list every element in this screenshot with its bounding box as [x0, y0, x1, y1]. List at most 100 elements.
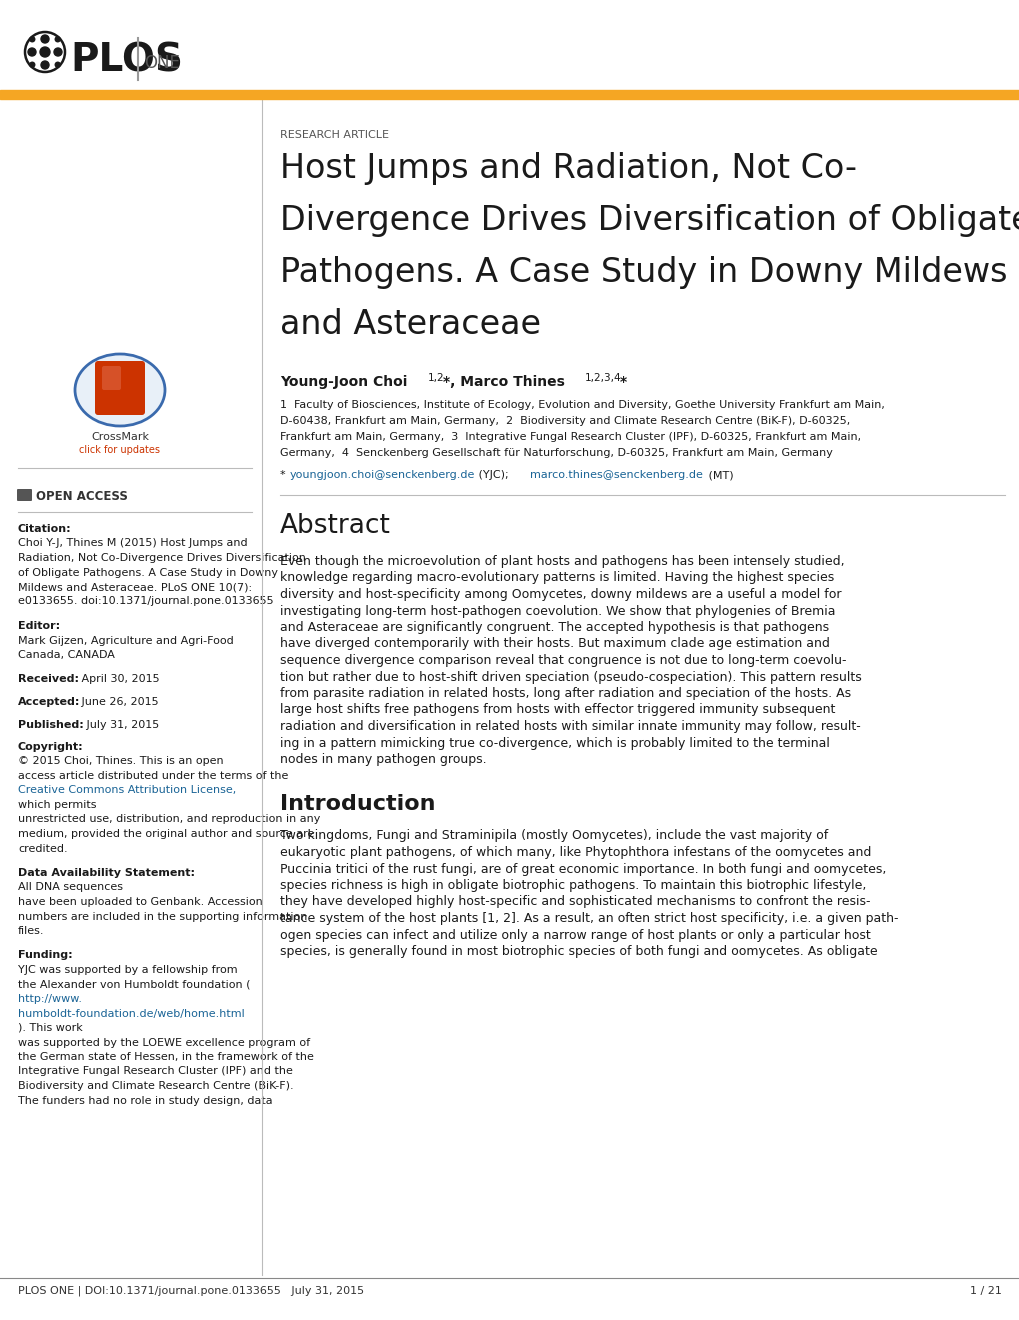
Text: ogen species can infect and utilize only a narrow range of host plants or only a: ogen species can infect and utilize only…	[280, 928, 870, 941]
Circle shape	[55, 37, 60, 42]
Text: 1,2,3,4: 1,2,3,4	[585, 374, 621, 383]
Text: Integrative Fungal Research Cluster (IPF) and the: Integrative Fungal Research Cluster (IPF…	[18, 1067, 292, 1077]
FancyBboxPatch shape	[102, 366, 121, 389]
Text: eukaryotic plant pathogens, of which many, like Phytophthora infestans of the oo: eukaryotic plant pathogens, of which man…	[280, 846, 870, 859]
Text: Divergence Drives Diversification of Obligate: Divergence Drives Diversification of Obl…	[280, 205, 1019, 238]
Text: Frankfurt am Main, Germany,  3  Integrative Fungal Research Cluster (IPF), D-603: Frankfurt am Main, Germany, 3 Integrativ…	[280, 432, 860, 442]
Text: Choi Y-J, Thines M (2015) Host Jumps and: Choi Y-J, Thines M (2015) Host Jumps and	[18, 539, 248, 549]
Text: Canada, CANADA: Canada, CANADA	[18, 649, 115, 660]
Text: unrestricted use, distribution, and reproduction in any: unrestricted use, distribution, and repr…	[18, 814, 320, 825]
Circle shape	[55, 62, 60, 67]
Bar	[0, 90, 1019, 99]
Text: D-60438, Frankfurt am Main, Germany,  2  Biodiversity and Climate Research Centr: D-60438, Frankfurt am Main, Germany, 2 B…	[280, 416, 850, 426]
Text: radiation and diversification in related hosts with similar innate immunity may : radiation and diversification in related…	[280, 719, 860, 733]
Text: numbers are included in the supporting information: numbers are included in the supporting i…	[18, 912, 307, 921]
Text: ONE: ONE	[144, 54, 179, 73]
Text: species, is generally found in most biotrophic species of both fungi and oomycet: species, is generally found in most biot…	[280, 945, 876, 958]
Text: Radiation, Not Co-Divergence Drives Diversification: Radiation, Not Co-Divergence Drives Dive…	[18, 553, 306, 564]
Text: files.: files.	[18, 927, 45, 936]
Circle shape	[28, 48, 36, 55]
Text: e0133655. doi:10.1371/journal.pone.0133655: e0133655. doi:10.1371/journal.pone.01336…	[18, 597, 273, 606]
Text: was supported by the LOEWE excellence program of: was supported by the LOEWE excellence pr…	[18, 1038, 310, 1048]
Text: *, Marco Thines: *, Marco Thines	[442, 375, 565, 389]
Text: (MT): (MT)	[704, 470, 733, 480]
Text: YJC was supported by a fellowship from: YJC was supported by a fellowship from	[18, 965, 237, 975]
Text: have been uploaded to Genbank. Accession: have been uploaded to Genbank. Accession	[18, 898, 263, 907]
Text: CrossMark: CrossMark	[91, 432, 149, 442]
Text: they have developed highly host-specific and sophisticated mechanisms to confron: they have developed highly host-specific…	[280, 895, 869, 908]
Text: tion but rather due to host-shift driven speciation (pseudo-cospeciation). This : tion but rather due to host-shift driven…	[280, 671, 861, 684]
Text: Published:: Published:	[18, 719, 84, 730]
Circle shape	[40, 48, 50, 57]
Text: nodes in many pathogen groups.: nodes in many pathogen groups.	[280, 752, 486, 766]
Text: Germany,  4  Senckenberg Gesellschaft für Naturforschung, D-60325, Frankfurt am : Germany, 4 Senckenberg Gesellschaft für …	[280, 447, 833, 458]
Text: Biodiversity and Climate Research Centre (BiK-F).: Biodiversity and Climate Research Centre…	[18, 1081, 293, 1092]
Circle shape	[30, 37, 35, 42]
Text: The funders had no role in study design, data: The funders had no role in study design,…	[18, 1096, 272, 1106]
Text: http://www.: http://www.	[18, 994, 82, 1005]
Text: 1  Faculty of Biosciences, Institute of Ecology, Evolution and Diversity, Goethe: 1 Faculty of Biosciences, Institute of E…	[280, 400, 884, 411]
Ellipse shape	[75, 354, 165, 426]
Text: Mildews and Asteraceae. PLoS ONE 10(7):: Mildews and Asteraceae. PLoS ONE 10(7):	[18, 582, 252, 591]
Text: Editor:: Editor:	[18, 620, 60, 631]
Text: Citation:: Citation:	[18, 524, 71, 535]
Circle shape	[41, 61, 49, 69]
Text: tance system of the host plants [1, 2]. As a result, an often strict host specif: tance system of the host plants [1, 2]. …	[280, 912, 898, 925]
Text: sequence divergence comparison reveal that congruence is not due to long-term co: sequence divergence comparison reveal th…	[280, 653, 846, 667]
Text: Received:: Received:	[18, 675, 78, 685]
Text: which permits: which permits	[18, 800, 97, 810]
Text: © 2015 Choi, Thines. This is an open: © 2015 Choi, Thines. This is an open	[18, 756, 223, 767]
Text: the Alexander von Humboldt foundation (: the Alexander von Humboldt foundation (	[18, 979, 251, 990]
Text: OPEN ACCESS: OPEN ACCESS	[36, 490, 127, 503]
Text: RESEARCH ARTICLE: RESEARCH ARTICLE	[280, 129, 388, 140]
Text: Abstract: Abstract	[280, 513, 390, 539]
Text: *: *	[280, 470, 288, 480]
Text: from parasite radiation in related hosts, long after radiation and speciation of: from parasite radiation in related hosts…	[280, 686, 850, 700]
Text: July 31, 2015: July 31, 2015	[83, 719, 159, 730]
FancyBboxPatch shape	[95, 360, 145, 414]
Text: PLOS ONE | DOI:10.1371/journal.pone.0133655   July 31, 2015: PLOS ONE | DOI:10.1371/journal.pone.0133…	[18, 1286, 364, 1296]
Circle shape	[54, 48, 62, 55]
Text: Accepted:: Accepted:	[18, 697, 81, 708]
Text: Pathogens. A Case Study in Downy Mildews: Pathogens. A Case Study in Downy Mildews	[280, 256, 1007, 289]
Text: Young-Joon Choi: Young-Joon Choi	[280, 375, 407, 389]
Text: investigating long-term host-pathogen coevolution. We show that phylogenies of B: investigating long-term host-pathogen co…	[280, 605, 835, 618]
Text: marco.thines@senckenberg.de: marco.thines@senckenberg.de	[530, 470, 702, 480]
Text: Mark Gijzen, Agriculture and Agri-Food: Mark Gijzen, Agriculture and Agri-Food	[18, 635, 233, 645]
Text: Host Jumps and Radiation, Not Co-: Host Jumps and Radiation, Not Co-	[280, 152, 856, 185]
Text: species richness is high in obligate biotrophic pathogens. To maintain this biot: species richness is high in obligate bio…	[280, 879, 865, 892]
Text: diversity and host-specificity among Oomycetes, downy mildews are a useful a mod: diversity and host-specificity among Oom…	[280, 587, 841, 601]
Text: PLOS: PLOS	[70, 42, 182, 81]
Text: Introduction: Introduction	[280, 795, 435, 814]
Text: youngjoon.choi@senckenberg.de: youngjoon.choi@senckenberg.de	[289, 470, 475, 480]
Text: large host shifts free pathogens from hosts with effector triggered immunity sub: large host shifts free pathogens from ho…	[280, 704, 835, 717]
Text: Funding:: Funding:	[18, 950, 72, 961]
Text: and Asteraceae are significantly congruent. The accepted hypothesis is that path: and Asteraceae are significantly congrue…	[280, 620, 828, 634]
FancyBboxPatch shape	[17, 488, 32, 502]
Text: Puccinia tritici of the rust fungi, are of great economic importance. In both fu: Puccinia tritici of the rust fungi, are …	[280, 862, 886, 875]
Text: Copyright:: Copyright:	[18, 742, 84, 752]
Circle shape	[41, 36, 49, 44]
Text: 1,2: 1,2	[428, 374, 444, 383]
Text: June 26, 2015: June 26, 2015	[77, 697, 159, 708]
Circle shape	[30, 62, 35, 67]
Text: 1 / 21: 1 / 21	[969, 1286, 1001, 1296]
Text: medium, provided the original author and source are: medium, provided the original author and…	[18, 829, 314, 840]
Text: the German state of Hessen, in the framework of the: the German state of Hessen, in the frame…	[18, 1052, 314, 1063]
Text: (YJC);: (YJC);	[475, 470, 516, 480]
Text: ). This work: ). This work	[18, 1023, 83, 1034]
Text: All DNA sequences: All DNA sequences	[18, 883, 123, 892]
Text: humboldt-foundation.de/web/home.html: humboldt-foundation.de/web/home.html	[18, 1008, 245, 1019]
Text: Even though the microevolution of plant hosts and pathogens has been intensely s: Even though the microevolution of plant …	[280, 554, 844, 568]
Text: have diverged contemporarily with their hosts. But maximum clade age estimation : have diverged contemporarily with their …	[280, 638, 829, 651]
Text: access article distributed under the terms of the: access article distributed under the ter…	[18, 771, 288, 781]
Text: ing in a pattern mimicking true co-divergence, which is probably limited to the : ing in a pattern mimicking true co-diver…	[280, 737, 829, 750]
Text: of Obligate Pathogens. A Case Study in Downy: of Obligate Pathogens. A Case Study in D…	[18, 568, 278, 578]
Text: Data Availability Statement:: Data Availability Statement:	[18, 869, 195, 878]
Text: April 30, 2015: April 30, 2015	[77, 675, 159, 685]
Text: knowledge regarding macro-evolutionary patterns is limited. Having the highest s: knowledge regarding macro-evolutionary p…	[280, 572, 834, 585]
Text: click for updates: click for updates	[79, 445, 160, 455]
Text: and Asteraceae: and Asteraceae	[280, 308, 540, 341]
Text: Two kingdoms, Fungi and Straminipila (mostly Oomycetes), include the vast majori: Two kingdoms, Fungi and Straminipila (mo…	[280, 829, 827, 842]
Text: *: *	[620, 375, 627, 389]
